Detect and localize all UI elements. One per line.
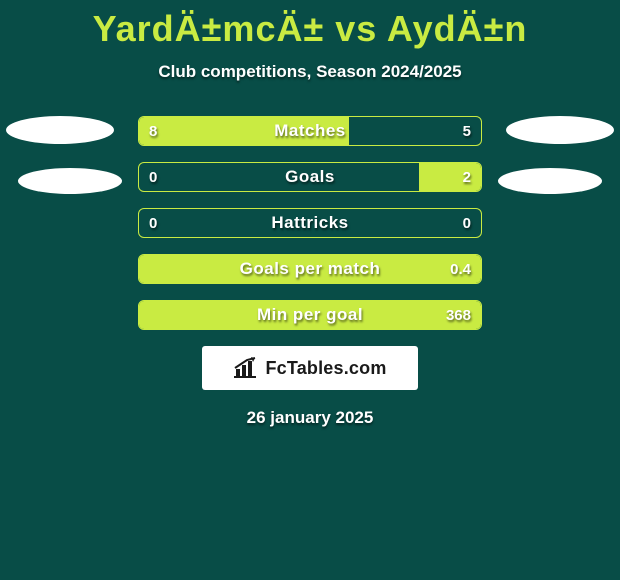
snapshot-date: 26 january 2025	[0, 408, 620, 428]
stat-label: Hattricks	[139, 209, 481, 237]
stat-row: 85Matches	[138, 116, 482, 146]
source-logo: FcTables.com	[202, 346, 418, 390]
stat-row: 0.4Goals per match	[138, 254, 482, 284]
stat-row: 00Hattricks	[138, 208, 482, 238]
player-right-team-placeholder	[498, 168, 602, 194]
source-logo-text: FcTables.com	[265, 358, 386, 379]
subtitle: Club competitions, Season 2024/2025	[0, 62, 620, 82]
stat-label: Goals	[139, 163, 481, 191]
stat-row: 368Min per goal	[138, 300, 482, 330]
stat-bars: 85Matches 02Goals 00Hattricks 0.4Goals per …	[138, 116, 482, 330]
stat-row: 02Goals	[138, 162, 482, 192]
player-right-photo-placeholder	[506, 116, 614, 144]
stat-label: Min per goal	[139, 301, 481, 329]
comparison-panel: 85Matches 02Goals 00Hattricks 0.4Goals per …	[0, 116, 620, 428]
chart-icon	[233, 357, 259, 379]
player-left-team-placeholder	[18, 168, 122, 194]
player-left-photo-placeholder	[6, 116, 114, 144]
stat-label: Matches	[139, 117, 481, 145]
stat-label: Goals per match	[139, 255, 481, 283]
page-title: YardÄ±mcÄ± vs AydÄ±n	[0, 0, 620, 50]
